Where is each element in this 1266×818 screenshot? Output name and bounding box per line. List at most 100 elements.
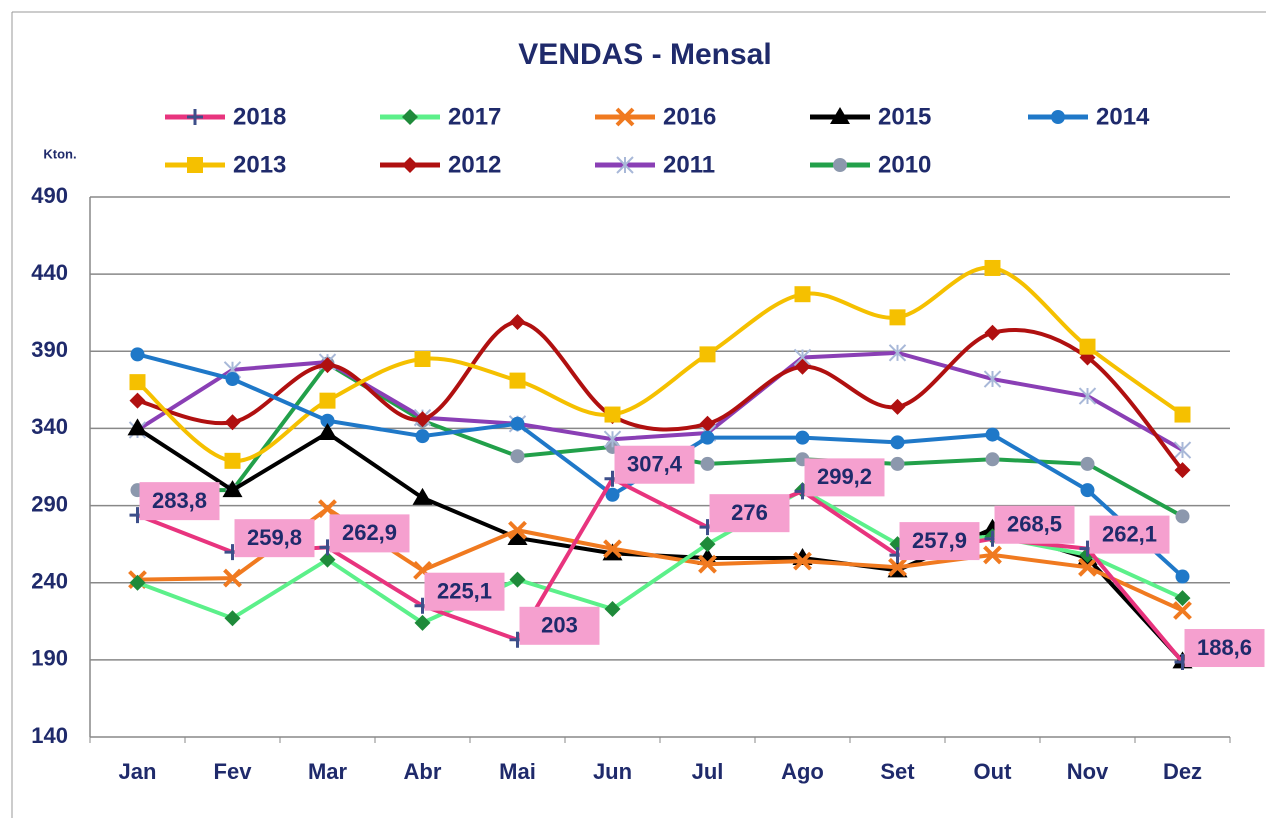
- data-point: [888, 344, 907, 362]
- x-tick-label: Mar: [308, 759, 348, 784]
- data-point: [222, 480, 243, 498]
- data-point: [1080, 483, 1095, 498]
- legend-label: 2013: [233, 151, 286, 178]
- data-point: [698, 554, 717, 574]
- marker-shape: [699, 415, 716, 432]
- y-tick-label: 290: [31, 491, 68, 516]
- marker-shape: [699, 346, 716, 363]
- marker-shape: [223, 568, 242, 588]
- y-tick-label: 390: [31, 337, 68, 362]
- marker-shape: [888, 344, 907, 362]
- marker-shape: [414, 411, 431, 428]
- marker-shape: [1173, 441, 1192, 459]
- marker-shape: [414, 614, 431, 631]
- marker-shape: [604, 406, 621, 423]
- data-point: [509, 571, 526, 588]
- marker-shape: [222, 480, 243, 498]
- data-point: [985, 427, 1000, 442]
- data-point: [414, 614, 431, 631]
- value-label: 257,9: [912, 528, 967, 553]
- marker-shape: [129, 374, 146, 391]
- marker-shape: [984, 259, 1001, 276]
- legend-label: 2012: [448, 151, 501, 178]
- legend-label: 2011: [663, 151, 715, 178]
- data-point: [319, 551, 336, 568]
- value-label-box: [139, 482, 220, 521]
- chart-title: VENDAS - Mensal: [518, 38, 771, 71]
- marker-shape: [510, 416, 525, 431]
- data-point: [794, 286, 811, 303]
- marker-shape: [1051, 110, 1065, 124]
- legend-marker: [402, 109, 418, 125]
- data-point: [699, 536, 716, 553]
- marker-shape: [402, 109, 418, 125]
- marker-shape: [1175, 509, 1190, 524]
- legend-marker: [833, 158, 847, 172]
- marker-shape: [603, 430, 622, 448]
- data-point: [699, 415, 716, 432]
- data-point: [320, 413, 335, 428]
- marker-shape: [225, 372, 240, 387]
- marker-shape: [1174, 406, 1191, 423]
- value-label-box: [899, 522, 980, 561]
- data-point: [129, 374, 146, 391]
- data-point: [794, 358, 811, 375]
- marker-shape: [983, 545, 1002, 565]
- value-label-box: [804, 458, 885, 497]
- x-tick-label: Dez: [1163, 759, 1202, 784]
- data-point: [1175, 569, 1190, 584]
- data-point: [129, 574, 146, 591]
- data-point: [224, 452, 241, 469]
- data-point: [510, 449, 525, 464]
- marker-shape: [794, 358, 811, 375]
- marker-shape: [509, 313, 526, 330]
- marker-shape: [1078, 557, 1097, 577]
- data-point: [603, 430, 622, 448]
- y-tick-label: 140: [31, 723, 68, 748]
- marker-shape: [890, 435, 905, 450]
- y-tick-label: 490: [31, 183, 68, 208]
- x-tick-label: Abr: [404, 759, 442, 784]
- value-label-box: [329, 514, 410, 553]
- value-label-box: [709, 494, 790, 533]
- marker-shape: [224, 452, 241, 469]
- value-label-box: [1184, 629, 1265, 668]
- legend-marker: [830, 107, 850, 124]
- legend-marker: [187, 109, 203, 125]
- data-point: [983, 370, 1002, 388]
- data-point: [223, 568, 242, 588]
- value-label-box: [519, 606, 600, 645]
- marker-shape: [985, 427, 1000, 442]
- data-point: [1079, 338, 1096, 355]
- marker-shape: [699, 536, 716, 553]
- data-point: [889, 398, 906, 415]
- legend-label: 2017: [448, 103, 501, 130]
- data-point: [414, 411, 431, 428]
- x-tick-label: Jul: [692, 759, 724, 784]
- data-point: [224, 414, 241, 431]
- legend-marker: [187, 157, 203, 173]
- marker-shape: [127, 418, 148, 436]
- data-point: [984, 259, 1001, 276]
- marker-shape: [889, 398, 906, 415]
- marker-shape: [509, 372, 526, 389]
- value-label-box: [614, 445, 695, 484]
- legend-marker: [615, 107, 635, 127]
- y-tick-label: 440: [31, 260, 68, 285]
- data-point: [1078, 387, 1097, 405]
- data-point: [317, 423, 338, 441]
- data-point: [700, 456, 715, 471]
- data-point: [318, 499, 337, 519]
- data-point: [130, 347, 145, 362]
- data-point: [225, 372, 240, 387]
- marker-shape: [983, 370, 1002, 388]
- y-tick-label: 190: [31, 646, 68, 671]
- x-tick-label: Jan: [119, 759, 157, 784]
- marker-shape: [794, 286, 811, 303]
- series-line: [136, 350, 1184, 452]
- data-point: [700, 430, 715, 445]
- marker-shape: [698, 554, 717, 574]
- value-label: 299,2: [817, 464, 872, 489]
- data-point: [983, 545, 1002, 565]
